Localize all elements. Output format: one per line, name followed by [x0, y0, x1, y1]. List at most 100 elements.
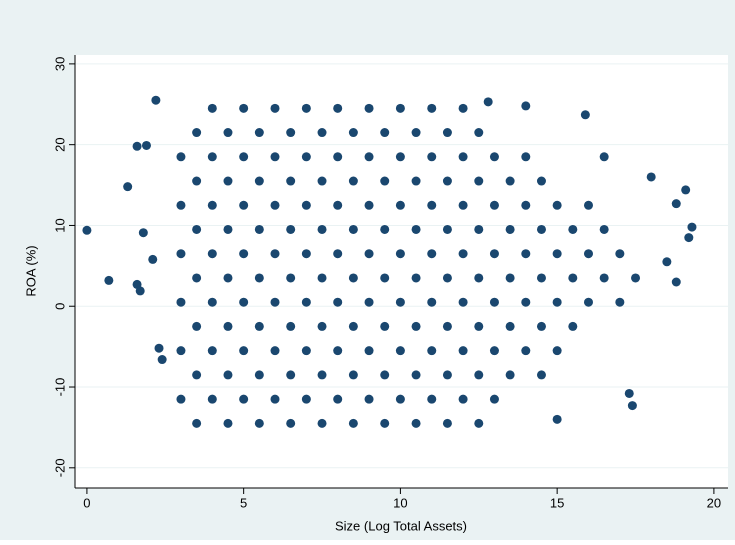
point [364, 249, 374, 259]
point [286, 176, 296, 186]
point [536, 273, 546, 283]
point [348, 418, 358, 428]
point [270, 249, 280, 259]
point [489, 297, 499, 307]
point [483, 97, 493, 107]
point [427, 297, 437, 307]
point [104, 275, 114, 285]
point [442, 321, 452, 331]
point [239, 394, 249, 404]
point [207, 200, 217, 210]
point [82, 225, 92, 235]
point [568, 224, 578, 234]
point [317, 370, 327, 380]
point [505, 273, 515, 283]
point [317, 418, 327, 428]
point [442, 224, 452, 234]
point [552, 297, 562, 307]
point [154, 343, 164, 353]
point [223, 273, 233, 283]
point [536, 224, 546, 234]
point [380, 128, 390, 138]
point [301, 200, 311, 210]
point [474, 321, 484, 331]
point [286, 273, 296, 283]
point [489, 152, 499, 162]
point [135, 286, 145, 296]
point [442, 128, 452, 138]
point [615, 249, 625, 259]
point [223, 128, 233, 138]
point [301, 152, 311, 162]
point [536, 370, 546, 380]
point [223, 224, 233, 234]
point [671, 277, 681, 287]
point [521, 297, 531, 307]
point [442, 176, 452, 186]
point [411, 321, 421, 331]
point [583, 297, 593, 307]
point [239, 249, 249, 259]
point [317, 176, 327, 186]
y-tick-label: -10 [52, 378, 67, 397]
point [631, 273, 641, 283]
point [348, 370, 358, 380]
point [286, 418, 296, 428]
y-tick-label: 0 [52, 303, 67, 310]
point [568, 321, 578, 331]
point [427, 103, 437, 113]
point [151, 95, 161, 105]
point [239, 103, 249, 113]
point [458, 200, 468, 210]
point [132, 141, 142, 151]
point [552, 346, 562, 356]
point [395, 200, 405, 210]
point [568, 273, 578, 283]
point [552, 414, 562, 424]
point [301, 297, 311, 307]
point [521, 101, 531, 111]
point [505, 370, 515, 380]
point [395, 346, 405, 356]
point [458, 249, 468, 259]
point [505, 224, 515, 234]
point [333, 200, 343, 210]
point [364, 346, 374, 356]
x-tick-label: 10 [393, 495, 407, 510]
point [333, 297, 343, 307]
point [380, 321, 390, 331]
point [395, 103, 405, 113]
point [192, 224, 202, 234]
point [395, 297, 405, 307]
point [239, 297, 249, 307]
point [192, 176, 202, 186]
points [82, 95, 697, 428]
point [192, 370, 202, 380]
point [521, 152, 531, 162]
point [599, 224, 609, 234]
point [317, 321, 327, 331]
point [270, 297, 280, 307]
point [427, 152, 437, 162]
y-axis-label: ROA (%) [23, 245, 38, 296]
point [505, 176, 515, 186]
point [395, 152, 405, 162]
point [176, 249, 186, 259]
point [223, 176, 233, 186]
point [521, 346, 531, 356]
point [489, 394, 499, 404]
point [395, 249, 405, 259]
point [254, 418, 264, 428]
point [474, 418, 484, 428]
point [317, 128, 327, 138]
point [148, 254, 158, 264]
point [380, 176, 390, 186]
x-tick-label: 0 [83, 495, 90, 510]
point [411, 176, 421, 186]
point [223, 321, 233, 331]
point [599, 273, 609, 283]
point [348, 128, 358, 138]
point [442, 370, 452, 380]
point [333, 346, 343, 356]
